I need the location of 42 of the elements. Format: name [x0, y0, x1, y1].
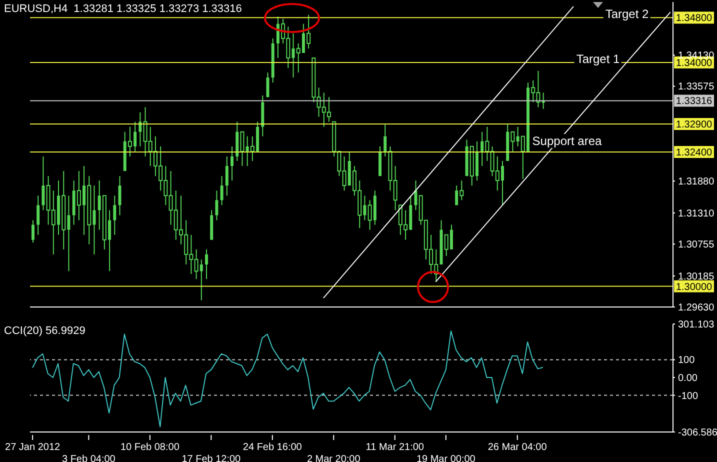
candlestick — [215, 190, 218, 221]
ref-line-label: 1.33316 — [676, 96, 713, 108]
candlestick — [220, 176, 224, 206]
ref-line-label: 1.32400 — [676, 147, 713, 158]
y-tick-label: -100 — [678, 390, 698, 402]
y-tick-label: 1.31310 — [678, 208, 715, 220]
candlestick — [414, 180, 418, 211]
y-tick-label: 301.103 — [678, 320, 715, 330]
x-tick-label: 27 Jan 2012 — [5, 442, 61, 453]
candlestick — [205, 248, 208, 280]
ref-line-label: 1.30000 — [676, 282, 713, 293]
y-tick-label: 1.30755 — [678, 240, 715, 251]
x-tick-label: 10 Feb 08:00 — [120, 442, 180, 453]
x-tick-label: 26 Mar 04:00 — [488, 442, 548, 453]
chart-title: EURUSD,H4 1.33281 1.33325 1.33273 1.33316 — [4, 3, 242, 15]
x-tick-label: 2 Mar 20:00 — [306, 454, 361, 462]
y-tick-label: 1.30185 — [678, 271, 715, 282]
candlestick — [42, 156, 45, 211]
candlestick — [113, 195, 116, 236]
x-tick-label: 17 Feb 12:00 — [182, 454, 242, 462]
y-tick-label: 0.00 — [678, 373, 698, 384]
chart-title: CCI(20) 56.9929 — [4, 325, 86, 337]
y-tick-label: 1.29630 — [678, 302, 715, 314]
candlestick — [266, 72, 270, 98]
y-tick-label: -306.586 — [678, 428, 717, 438]
candlestick — [230, 146, 234, 182]
annotation: Support area — [530, 134, 604, 148]
x-tick-label: 19 Mar 00:00 — [416, 454, 476, 462]
y-tick-label: 1.33575 — [678, 82, 715, 93]
ref-line-label: 1.32900 — [676, 120, 713, 130]
annotation: Target 1 — [574, 52, 622, 66]
candlestick — [32, 220, 34, 244]
x-tick-label: 11 Mar 21:00 — [366, 442, 424, 453]
x-tick-label: 3 Feb 04:00 — [62, 454, 116, 462]
annotation: Target 2 — [603, 7, 651, 21]
x-tick-label: 24 Feb 16:00 — [242, 442, 302, 453]
y-tick-label: 100 — [678, 355, 696, 366]
ref-line-label: 1.34800 — [676, 13, 713, 24]
candlestick — [118, 176, 122, 216]
y-tick-label: 1.31880 — [678, 176, 715, 188]
candlestick — [225, 156, 228, 196]
candlestick — [36, 195, 40, 236]
